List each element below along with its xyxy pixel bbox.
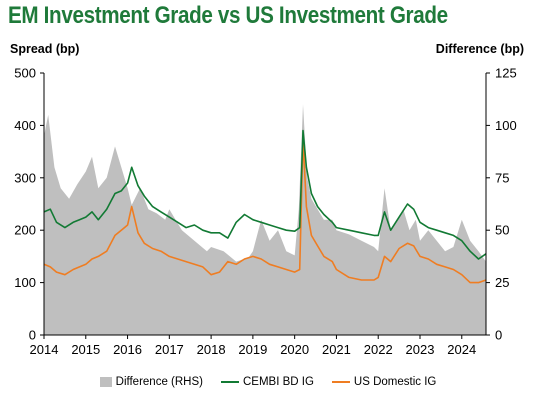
legend-swatch-cembi: [220, 381, 239, 383]
x-tick-label: 2023: [406, 342, 435, 357]
legend-item-us-domestic: US Domestic IG: [331, 376, 437, 388]
left-tick-label: 400: [14, 118, 36, 133]
x-tick-label: 2015: [71, 342, 100, 357]
x-tick-label: 2017: [155, 342, 184, 357]
left-tick-label: 300: [14, 170, 36, 185]
legend-item-difference: Difference (RHS): [99, 376, 203, 388]
x-tick-label: 2019: [238, 342, 267, 357]
right-tick-label: 125: [495, 66, 517, 81]
legend-label-difference: Difference (RHS): [115, 376, 203, 388]
chart-title: EM Investment Grade vs US Investment Gra…: [8, 2, 448, 29]
right-tick-label: 75: [495, 170, 509, 185]
legend-swatch-difference: [99, 377, 112, 387]
difference-area: [44, 104, 486, 336]
x-tick-label: 2016: [113, 342, 142, 357]
right-tick-label: 25: [495, 275, 509, 290]
legend-item-cembi: CEMBI BD IG: [220, 376, 314, 388]
axes-group: 0 100 200 300 400 500 0 25 50 75 100 125 2014 2015 201…: [14, 66, 516, 358]
legend-label-us-domestic: US Domestic IG: [353, 376, 437, 388]
x-tick-label: 2018: [197, 342, 226, 357]
x-tick-label: 2021: [322, 342, 351, 357]
right-tick-label: 100: [495, 118, 517, 133]
left-axis-title: Spread (bp): [10, 42, 80, 56]
x-tick-label: 2024: [447, 342, 476, 357]
right-axis-title: Difference (bp): [435, 42, 524, 56]
x-tick-label: 2014: [30, 342, 59, 357]
left-tick-label: 100: [14, 275, 36, 290]
legend-label-cembi: CEMBI BD IG: [242, 376, 314, 388]
us-domestic-line: [43, 137, 487, 284]
legend: Difference (RHS) CEMBI BD IG US Domestic…: [0, 376, 536, 388]
x-tick-label: 2020: [280, 342, 309, 357]
left-tick-label: 500: [14, 66, 36, 81]
right-tick-label: 50: [495, 223, 509, 238]
spread-lines-group: [43, 129, 487, 284]
left-tick-label: 0: [29, 328, 36, 343]
cembi-line: [43, 129, 487, 260]
x-tick-label: 2022: [364, 342, 393, 357]
difference-area-group: [44, 104, 486, 336]
left-tick-label: 200: [14, 223, 36, 238]
legend-swatch-us-domestic: [331, 381, 350, 383]
right-tick-label: 0: [495, 328, 502, 343]
